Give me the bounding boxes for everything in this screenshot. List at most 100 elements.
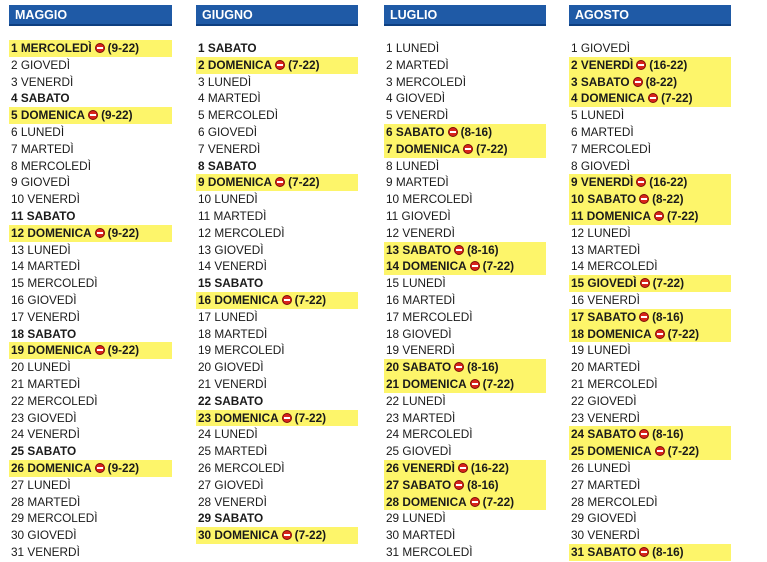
day-row: 31 MERCOLEDÌ — [384, 544, 546, 561]
day-label: 17 MERCOLEDÌ — [386, 309, 473, 324]
day-label: 10 VENERDÌ — [11, 192, 80, 207]
day-row: 20 MARTEDÌ — [569, 359, 731, 376]
day-label: 14 MARTEDÌ — [11, 259, 81, 274]
day-label: 8 MERCOLEDÌ — [11, 158, 91, 173]
hours-label: (8-16) — [460, 125, 493, 139]
day-label: 6 SABATO — [386, 125, 445, 139]
hours-label: (16-22) — [649, 57, 688, 72]
day-row: 28 VENERDÌ — [196, 494, 358, 511]
day-label: 14 DOMENICA — [386, 259, 467, 274]
day-label: 16 VENERDÌ — [571, 293, 640, 307]
day-label: 13 MARTEDÌ — [571, 242, 641, 257]
day-label: 29 LUNEDÌ — [386, 511, 446, 526]
hours-label: (16-22) — [649, 175, 688, 190]
day-row: 10 LUNEDÌ — [196, 191, 358, 208]
day-row: 7 DOMENICA (7-22) — [384, 140, 546, 158]
day-row: 23 DOMENICA (7-22) — [196, 409, 358, 427]
day-row: 23 GIOVEDÌ — [9, 410, 172, 427]
day-label: 12 VENERDÌ — [386, 225, 455, 240]
day-label: 31 SABATO — [571, 545, 637, 559]
no-entry-icon — [654, 328, 665, 339]
day-label: 21 MARTEDÌ — [11, 377, 81, 391]
no-entry-icon — [94, 43, 105, 53]
day-row: 22 SABATO — [196, 393, 358, 410]
day-row: 30 VENERDÌ — [569, 527, 731, 544]
month-column-agosto: AGOSTO 1 GIOVEDÌ 2 VENERDÌ (16-22) 3 SABATO… — [569, 5, 731, 561]
day-row: 18 MARTEDÌ — [196, 326, 358, 343]
day-label: 20 SABATO — [386, 360, 452, 375]
day-row: 18 SABATO — [9, 326, 172, 343]
month-header: MAGGIO — [9, 5, 172, 26]
day-label: 10 SABATO — [571, 192, 637, 207]
day-row: 29 LUNEDÌ — [384, 510, 546, 527]
day-label: 13 GIOVEDÌ — [198, 242, 264, 257]
day-row: 3 LUNEDÌ — [196, 74, 358, 91]
day-row: 4 SABATO — [9, 90, 172, 107]
day-row: 15 MERCOLEDÌ — [9, 275, 172, 292]
hours-label: (7-22) — [476, 141, 508, 156]
no-entry-icon — [281, 295, 292, 305]
day-row: 4 MARTEDÌ — [196, 90, 358, 107]
day-row: 1 MERCOLEDÌ (9-22) — [9, 40, 172, 57]
day-label: 19 MERCOLEDÌ — [198, 343, 285, 358]
hours-label: (9-22) — [107, 343, 140, 358]
day-label: 27 GIOVEDÌ — [198, 477, 264, 492]
no-entry-icon — [653, 211, 664, 221]
day-label: 23 DOMENICA — [198, 410, 279, 425]
no-entry-icon — [469, 261, 480, 272]
day-label: 19 LUNEDÌ — [571, 343, 631, 358]
day-row: 10 SABATO (8-22) — [569, 191, 731, 208]
day-label: 27 MARTEDÌ — [571, 477, 641, 492]
day-row: 3 MERCOLEDÌ — [384, 74, 546, 91]
no-entry-icon — [463, 143, 474, 154]
day-label: 3 SABATO — [571, 74, 630, 89]
day-label: 23 GIOVEDÌ — [11, 410, 77, 425]
day-row: 28 MERCOLEDÌ — [569, 494, 731, 511]
no-entry-icon — [94, 345, 105, 356]
no-entry-icon — [454, 479, 465, 490]
day-label: 26 LUNEDÌ — [571, 461, 631, 475]
month-header: AGOSTO — [569, 5, 731, 26]
day-label: 21 MERCOLEDÌ — [571, 377, 658, 391]
hours-label: (9-22) — [107, 41, 140, 55]
no-entry-icon — [454, 362, 465, 373]
day-label: 3 VENERDÌ — [11, 74, 74, 89]
day-row: 15 SABATO — [196, 275, 358, 292]
day-row: 4 DOMENICA (7-22) — [569, 90, 731, 108]
day-row: 5 MERCOLEDÌ — [196, 107, 358, 124]
day-row: 5 LUNEDÌ — [569, 107, 731, 124]
day-row: 1 GIOVEDÌ — [569, 40, 731, 57]
no-entry-icon — [275, 59, 286, 70]
day-label: 19 VENERDÌ — [386, 343, 455, 358]
hours-label: (9-22) — [107, 225, 140, 240]
day-row: 25 SABATO — [9, 443, 172, 460]
day-label: 28 MARTEDÌ — [11, 494, 81, 509]
hours-label: (9-22) — [107, 461, 140, 475]
day-row: 13 SABATO (8-16) — [384, 241, 546, 259]
day-row: 24 SABATO (8-16) — [569, 426, 731, 444]
day-label: 13 SABATO — [386, 242, 452, 257]
day-label: 2 VENERDÌ — [571, 57, 634, 72]
day-row: 30 DOMENICA (7-22) — [196, 527, 358, 544]
day-row: 10 MERCOLEDÌ — [384, 191, 546, 208]
day-label: 3 MERCOLEDÌ — [386, 74, 466, 89]
day-row: 11 GIOVEDÌ — [384, 208, 546, 225]
day-label: 18 MARTEDÌ — [198, 326, 268, 341]
day-row: 5 VENERDÌ — [384, 107, 546, 124]
day-row: 23 MARTEDÌ — [384, 410, 546, 427]
day-label: 1 MERCOLEDÌ — [11, 41, 92, 55]
day-row: 2 VENERDÌ (16-22) — [569, 56, 731, 74]
no-entry-icon — [454, 244, 465, 255]
day-label: 9 DOMENICA — [198, 175, 273, 190]
day-row: 31 VENERDÌ — [9, 544, 172, 561]
day-row: 16 MARTEDÌ — [384, 292, 546, 309]
day-label: 6 LUNEDÌ — [11, 125, 65, 139]
day-row: 3 SABATO (8-22) — [569, 73, 731, 91]
day-row: 12 MERCOLEDÌ — [196, 225, 358, 242]
day-label: 16 GIOVEDÌ — [11, 293, 77, 307]
day-label: 4 SABATO — [11, 91, 70, 106]
day-label: 11 GIOVEDÌ — [386, 209, 451, 223]
hours-label: (9-22) — [101, 108, 133, 123]
day-row: 24 MERCOLEDÌ — [384, 426, 546, 443]
day-label: 15 SABATO — [198, 276, 264, 291]
